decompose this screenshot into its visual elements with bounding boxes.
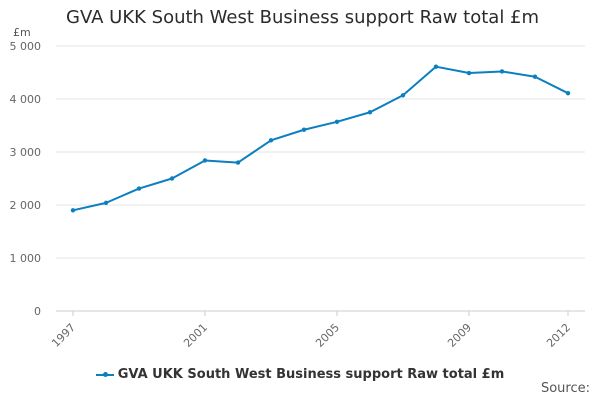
data-point[interactable] — [367, 110, 373, 115]
y-tick-label: 4 000 — [10, 93, 42, 106]
x-axis-ticks: 1997 2001 2005 2009 2012 — [49, 311, 573, 350]
gridlines — [56, 45, 585, 312]
series-line — [72, 65, 569, 212]
source-label: Source: — [540, 381, 590, 396]
y-tick-label: 5 000 — [10, 40, 42, 53]
x-tick-label: 2001 — [181, 321, 210, 350]
legend-line-marker — [95, 371, 114, 377]
y-tick-label: 3 000 — [10, 146, 42, 159]
data-point[interactable] — [169, 176, 175, 181]
legend-label: GVA UKK South West Business support Raw … — [117, 367, 505, 382]
x-tick-label: 2009 — [445, 321, 474, 350]
y-tick-label: 0 — [34, 305, 41, 318]
y-axis-ticks: 0 1 000 2 000 3 000 4 000 5 000 — [10, 40, 42, 318]
data-point[interactable] — [565, 90, 571, 96]
x-tick-label: 2005 — [313, 321, 342, 350]
data-point[interactable] — [136, 186, 142, 191]
data-point[interactable] — [532, 74, 538, 79]
series-layer — [70, 64, 571, 213]
y-tick-label: 2 000 — [10, 199, 42, 212]
legend: GVA UKK South West Business support Raw … — [0, 364, 600, 383]
data-point[interactable] — [334, 119, 340, 124]
y-tick-label: 1 000 — [10, 252, 42, 265]
data-point[interactable] — [499, 69, 505, 74]
data-point[interactable] — [103, 200, 109, 206]
data-point[interactable] — [202, 158, 208, 163]
y-axis-unit-label: £m — [13, 26, 31, 39]
data-point[interactable] — [70, 208, 76, 213]
data-point[interactable] — [301, 127, 307, 132]
data-point[interactable] — [466, 70, 472, 76]
data-point[interactable] — [433, 64, 439, 69]
data-point[interactable] — [400, 93, 406, 98]
x-tick-label: 1997 — [49, 321, 78, 350]
x-tick-label: 2012 — [544, 321, 573, 350]
data-point[interactable] — [268, 138, 274, 143]
data-point[interactable] — [235, 160, 241, 165]
chart-title: GVA UKK South West Business support Raw … — [66, 7, 540, 28]
